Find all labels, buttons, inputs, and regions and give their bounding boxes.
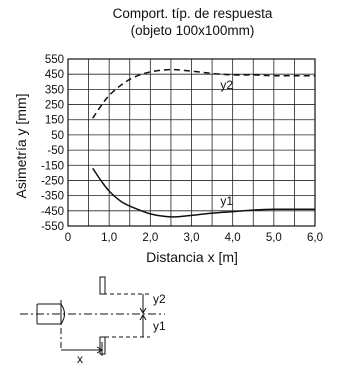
x-tick-label: 2,0 xyxy=(142,232,158,244)
geometry-diagram xyxy=(20,276,165,356)
y-tick-label: -250 xyxy=(41,175,64,187)
x-tick-label: 5,0 xyxy=(266,232,282,244)
chart-title: Comport. típ. de respuesta xyxy=(112,6,273,21)
x-tick-label: 6,0 xyxy=(307,232,323,244)
diagram-label-y1: y1 xyxy=(153,319,166,333)
x-tick-label: 1,0 xyxy=(101,232,117,244)
object-upper xyxy=(99,276,106,295)
chart-grid xyxy=(67,58,316,227)
x-tick-label: 4,0 xyxy=(225,232,241,244)
y-tick-label: 250 xyxy=(45,100,64,112)
y-tick-label: 450 xyxy=(45,69,64,81)
y-tick-label: -150 xyxy=(41,160,64,172)
diagram-label-x: x xyxy=(77,352,83,365)
y-tick-label: -550 xyxy=(41,221,64,233)
x-tick-label: 3,0 xyxy=(184,232,200,244)
y-tick-label: 550 xyxy=(45,54,64,66)
y-tick-label: 50 xyxy=(51,130,64,142)
series-y1-label: y1 xyxy=(220,194,233,208)
x-tick-label: 0 xyxy=(65,232,71,244)
y-tick-label: -350 xyxy=(41,191,64,203)
y-tick-label: -450 xyxy=(41,206,64,218)
y-tick-label: 350 xyxy=(45,84,64,96)
y2-arrow xyxy=(139,307,147,314)
y-tick-label: -50 xyxy=(47,145,64,157)
diagram-label-y2: y2 xyxy=(153,292,166,306)
series-y2-line xyxy=(92,68,315,119)
x-axis-label: Distancia x [m] xyxy=(146,249,238,265)
chart-subtitle: (objeto 100x100mm) xyxy=(130,23,255,38)
chart-ticks: 0 1,0 2,0 3,0 4,0 5,0 6,0 550 450 350 250 150 50 -50 -… xyxy=(41,54,323,244)
y-axis-label: Asimetría y [mm] xyxy=(13,93,29,198)
series-y2-label: y2 xyxy=(220,78,233,92)
series-y1-line xyxy=(92,167,315,218)
y1-arrow xyxy=(139,314,147,321)
chart-series: y2 y1 xyxy=(92,68,315,218)
y-tick-label: 150 xyxy=(45,115,64,127)
